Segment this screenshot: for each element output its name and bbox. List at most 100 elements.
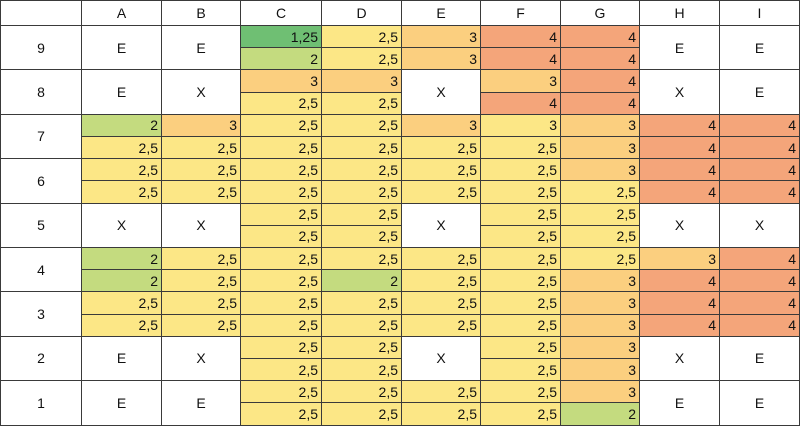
value-cell[interactable]: 2,5 (162, 137, 241, 160)
value-cell[interactable]: 4 (640, 314, 720, 337)
value-cell[interactable]: 2,5 (481, 403, 561, 426)
value-cell[interactable]: 3 (561, 336, 640, 359)
value-cell[interactable]: 2,5 (322, 181, 402, 204)
value-cell[interactable]: 2,5 (481, 248, 561, 271)
value-cell[interactable]: 2,5 (481, 336, 561, 359)
value-cell[interactable]: 2,5 (241, 403, 322, 426)
value-cell[interactable]: 2,5 (322, 225, 402, 248)
value-cell[interactable]: 1,25 (241, 26, 322, 49)
marker-cell[interactable]: X (402, 70, 481, 115)
value-cell[interactable]: 2,5 (561, 225, 640, 248)
value-cell[interactable]: 2,5 (82, 137, 162, 160)
marker-cell[interactable]: E (720, 70, 800, 115)
row-label-2[interactable]: 2 (0, 336, 82, 382)
value-cell[interactable]: 2,5 (162, 181, 241, 204)
value-cell[interactable]: 3 (241, 70, 322, 93)
marker-cell[interactable]: E (640, 381, 720, 426)
value-cell[interactable]: 2,5 (322, 292, 402, 315)
value-cell[interactable]: 2,5 (241, 336, 322, 359)
row-label-5[interactable]: 5 (0, 203, 82, 248)
marker-cell[interactable]: X (162, 336, 241, 382)
marker-cell[interactable]: E (720, 26, 800, 71)
value-cell[interactable]: 2 (82, 270, 162, 293)
row-label-4[interactable]: 4 (0, 248, 82, 293)
value-cell[interactable]: 4 (640, 114, 720, 137)
value-cell[interactable]: 3 (402, 48, 481, 71)
value-cell[interactable]: 2,5 (481, 381, 561, 404)
value-cell[interactable]: 2,5 (241, 292, 322, 315)
row-label-8[interactable]: 8 (0, 70, 82, 115)
value-cell[interactable]: 2,5 (322, 159, 402, 182)
value-cell[interactable]: 4 (481, 48, 561, 71)
marker-cell[interactable]: E (720, 336, 800, 382)
value-cell[interactable]: 4 (561, 92, 640, 115)
value-cell[interactable]: 2,5 (322, 359, 402, 382)
value-cell[interactable]: 2,5 (241, 92, 322, 115)
column-header-f[interactable]: F (481, 0, 561, 26)
value-cell[interactable]: 2,5 (322, 203, 402, 226)
value-cell[interactable]: 2,5 (82, 314, 162, 337)
value-cell[interactable]: 2,5 (241, 381, 322, 404)
value-cell[interactable]: 2,5 (241, 248, 322, 271)
value-cell[interactable]: 2,5 (402, 181, 481, 204)
row-label-3[interactable]: 3 (0, 292, 82, 337)
value-cell[interactable]: 2 (322, 270, 402, 293)
value-cell[interactable]: 2,5 (162, 314, 241, 337)
value-cell[interactable]: 4 (561, 26, 640, 49)
value-cell[interactable]: 2,5 (322, 381, 402, 404)
value-cell[interactable]: 2,5 (82, 159, 162, 182)
value-cell[interactable]: 4 (640, 137, 720, 160)
row-label-6[interactable]: 6 (0, 159, 82, 204)
value-cell[interactable]: 4 (720, 270, 800, 293)
value-cell[interactable]: 2,5 (322, 314, 402, 337)
value-cell[interactable]: 2,5 (561, 203, 640, 226)
marker-cell[interactable]: X (720, 203, 800, 248)
value-cell[interactable]: 3 (561, 359, 640, 382)
value-cell[interactable]: 3 (561, 137, 640, 160)
value-cell[interactable]: 3 (402, 26, 481, 49)
marker-cell[interactable]: X (402, 336, 481, 382)
value-cell[interactable]: 4 (720, 159, 800, 182)
value-cell[interactable]: 4 (640, 181, 720, 204)
marker-cell[interactable]: E (720, 381, 800, 426)
value-cell[interactable]: 3 (561, 114, 640, 137)
value-cell[interactable]: 3 (561, 292, 640, 315)
value-cell[interactable]: 4 (720, 114, 800, 137)
value-cell[interactable]: 2,5 (82, 292, 162, 315)
value-cell[interactable]: 2,5 (322, 336, 402, 359)
value-cell[interactable]: 2,5 (402, 403, 481, 426)
value-cell[interactable]: 4 (720, 292, 800, 315)
value-cell[interactable]: 2,5 (561, 181, 640, 204)
value-cell[interactable]: 2,5 (402, 381, 481, 404)
value-cell[interactable]: 4 (640, 270, 720, 293)
value-cell[interactable]: 4 (561, 48, 640, 71)
marker-cell[interactable]: E (82, 26, 162, 71)
value-cell[interactable]: 2,5 (481, 203, 561, 226)
value-cell[interactable]: 2,5 (481, 181, 561, 204)
column-header-c[interactable]: C (241, 0, 322, 26)
value-cell[interactable]: 2,5 (241, 159, 322, 182)
value-cell[interactable]: 2,5 (322, 114, 402, 137)
column-header-i[interactable]: I (720, 0, 800, 26)
row-label-9[interactable]: 9 (0, 26, 82, 71)
value-cell[interactable]: 2,5 (162, 159, 241, 182)
value-cell[interactable]: 3 (561, 381, 640, 404)
value-cell[interactable]: 2,5 (481, 359, 561, 382)
marker-cell[interactable]: E (640, 26, 720, 71)
value-cell[interactable]: 2,5 (481, 270, 561, 293)
marker-cell[interactable]: X (162, 70, 241, 115)
value-cell[interactable]: 2,5 (241, 203, 322, 226)
marker-cell[interactable]: E (82, 381, 162, 426)
value-cell[interactable]: 3 (561, 159, 640, 182)
value-cell[interactable]: 2,5 (322, 92, 402, 115)
value-cell[interactable]: 4 (720, 248, 800, 271)
column-header-d[interactable]: D (322, 0, 402, 26)
value-cell[interactable]: 2,5 (241, 225, 322, 248)
column-header-a[interactable]: A (82, 0, 162, 26)
marker-cell[interactable]: X (640, 203, 720, 248)
value-cell[interactable]: 2,5 (402, 314, 481, 337)
value-cell[interactable]: 2,5 (322, 26, 402, 49)
marker-cell[interactable]: E (82, 336, 162, 382)
value-cell[interactable]: 4 (561, 70, 640, 93)
value-cell[interactable]: 2,5 (241, 114, 322, 137)
